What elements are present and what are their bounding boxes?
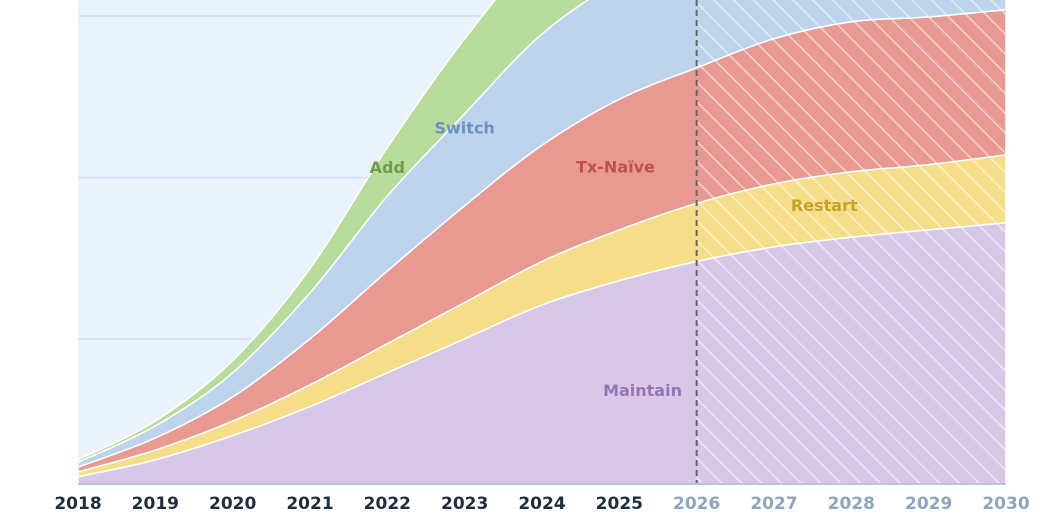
x-tick-label: 2027 <box>750 494 797 514</box>
x-tick-label: 2026 <box>673 494 720 514</box>
x-tick-label: 2021 <box>286 494 333 514</box>
series-label-maintain: Maintain <box>603 381 682 400</box>
x-tick-label: 2022 <box>364 494 411 514</box>
area-add <box>77 0 590 464</box>
projection-hatch <box>696 0 1006 484</box>
x-axis-ticks: 2018 2019 2020 2021 2022 2023 2024 2025 2026 2027… <box>54 494 1029 514</box>
x-tick-label: 2018 <box>54 494 101 514</box>
x-tick-label: 2030 <box>982 494 1029 514</box>
series-label-tx-na-ve: Tx-Naïve <box>576 157 655 176</box>
x-tick-label: 2024 <box>518 494 565 514</box>
x-tick-label: 2028 <box>828 494 875 514</box>
x-tick-label: 2019 <box>132 494 179 514</box>
x-tick-label: 2023 <box>441 494 488 514</box>
series-label-restart: Restart <box>791 196 858 215</box>
x-tick-label: 2020 <box>209 494 256 514</box>
series-label-switch: Switch <box>435 119 495 138</box>
x-tick-label: 2029 <box>905 494 952 514</box>
series-labels: Maintain Restart Tx-Naïve Switch Add <box>370 119 858 400</box>
series-label-add: Add <box>370 158 405 177</box>
x-tick-label: 2025 <box>596 494 643 514</box>
